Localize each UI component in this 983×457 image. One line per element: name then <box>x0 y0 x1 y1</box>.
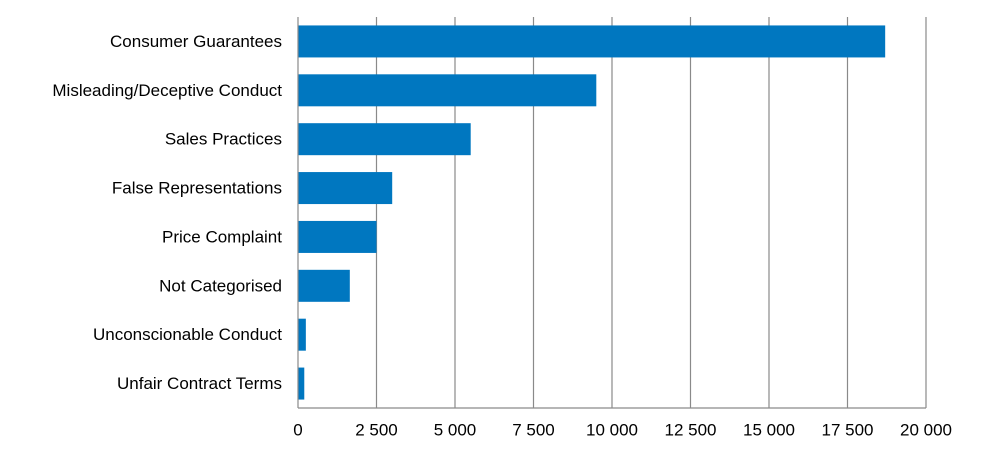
bars <box>298 25 886 400</box>
bar-consumer-guarantees <box>298 25 886 58</box>
category-label: Unconscionable Conduct <box>93 325 282 344</box>
bar-unconscionable-conduct <box>298 318 306 351</box>
category-label: Sales Practices <box>165 130 282 149</box>
x-tick-label: 20 000 <box>900 420 952 439</box>
x-tick-label: 0 <box>293 420 302 439</box>
bar-unfair-contract-terms <box>298 367 305 400</box>
x-tick-label: 5 000 <box>434 420 477 439</box>
tick-labels: 0 2 500 5 000 7 500 10 000 12 500 15 000 17 500… <box>293 420 952 439</box>
category-label: Price Complaint <box>162 227 282 246</box>
category-label: Misleading/Deceptive Conduct <box>52 81 282 100</box>
category-label: Consumer Guarantees <box>110 32 282 51</box>
axes <box>297 17 926 409</box>
bar-price-complaint <box>298 220 377 253</box>
bar-misleading-deceptive-conduct <box>298 74 597 107</box>
x-tick-label: 10 000 <box>586 420 638 439</box>
x-tick-label: 15 000 <box>743 420 795 439</box>
bar-not-categorised <box>298 269 350 302</box>
category-labels: Consumer Guarantees Misleading/Deceptive … <box>52 32 282 393</box>
category-label: Unfair Contract Terms <box>117 374 282 393</box>
x-tick-label: 12 500 <box>665 420 717 439</box>
category-label: Not Categorised <box>159 276 282 295</box>
bar-false-representations <box>298 172 393 205</box>
x-tick-label: 17 500 <box>822 420 874 439</box>
bar-sales-practices <box>298 123 471 156</box>
x-tick-label: 7 500 <box>512 420 555 439</box>
x-tick-label: 2 500 <box>355 420 398 439</box>
category-label: False Representations <box>112 179 282 198</box>
